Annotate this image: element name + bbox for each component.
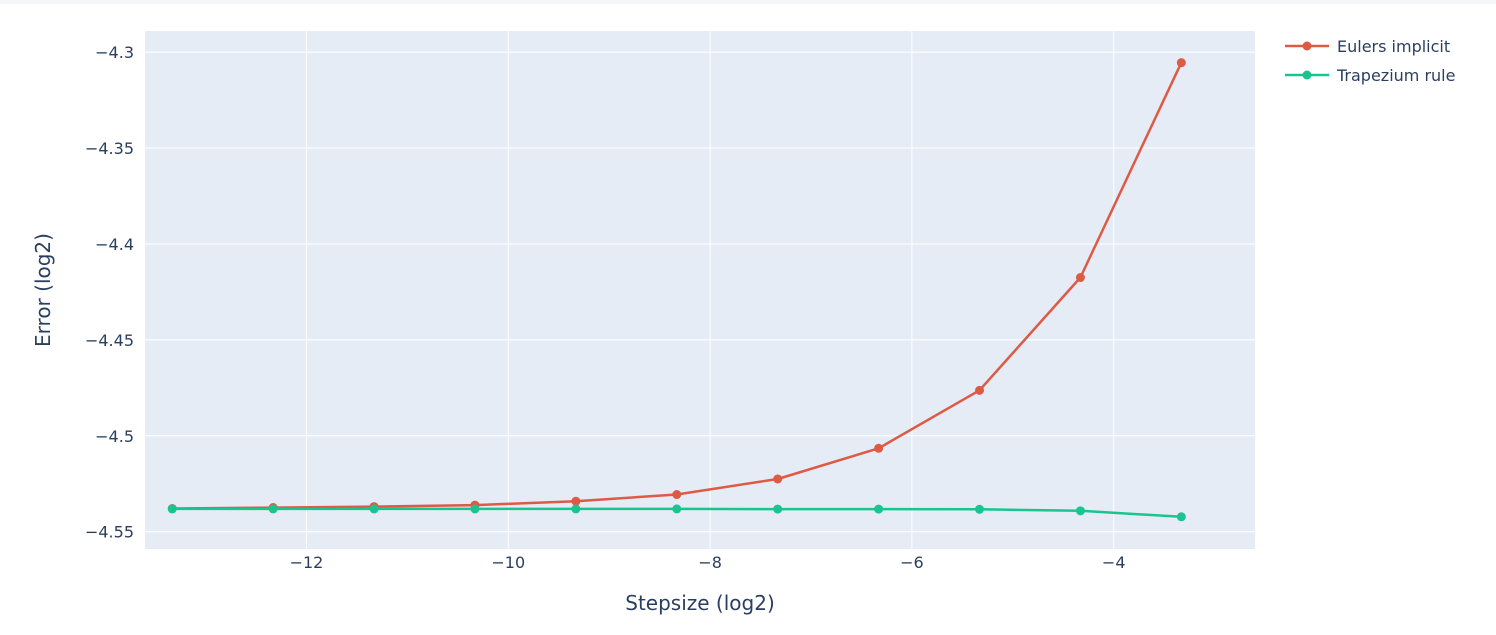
data-point-eulers-implicit xyxy=(874,443,884,453)
legend: Eulers implicit Trapezium rule xyxy=(1285,37,1455,85)
y-tick-labels: −4.3 −4.35 −4.4 −4.45 −4.5 −4.55 xyxy=(85,43,134,542)
data-point-trapezium-rule xyxy=(1176,512,1186,522)
x-axis-title: Stepsize (log2) xyxy=(625,591,775,615)
x-tick-label: −10 xyxy=(491,553,525,572)
data-point-trapezium-rule xyxy=(268,504,278,514)
legend-swatch-marker xyxy=(1302,70,1312,80)
data-point-eulers-implicit xyxy=(672,490,682,500)
legend-item-trapezium-rule[interactable]: Trapezium rule xyxy=(1285,66,1455,85)
series-lines xyxy=(167,58,1186,522)
x-tick-label: −8 xyxy=(698,553,722,572)
data-point-trapezium-rule xyxy=(773,504,783,514)
plot-background xyxy=(145,31,1255,549)
y-tick-label: −4.45 xyxy=(85,331,134,350)
legend-swatch-marker xyxy=(1302,41,1312,51)
grid-lines xyxy=(145,31,1255,549)
data-point-trapezium-rule xyxy=(672,504,682,514)
data-point-trapezium-rule xyxy=(470,504,480,514)
x-tick-label: −6 xyxy=(900,553,924,572)
x-tick-label: −4 xyxy=(1102,553,1126,572)
data-point-trapezium-rule xyxy=(571,504,581,514)
data-point-eulers-implicit xyxy=(1075,273,1085,283)
data-point-eulers-implicit xyxy=(1176,58,1186,68)
data-point-eulers-implicit xyxy=(773,474,783,484)
y-axis-title: Error (log2) xyxy=(31,233,55,347)
y-tick-label: −4.55 xyxy=(85,523,134,542)
data-point-eulers-implicit xyxy=(571,496,581,506)
data-point-trapezium-rule xyxy=(874,504,884,514)
top-border xyxy=(0,0,1496,4)
legend-label: Eulers implicit xyxy=(1337,37,1450,56)
legend-item-eulers-implicit[interactable]: Eulers implicit xyxy=(1285,37,1450,56)
data-point-trapezium-rule xyxy=(369,504,379,514)
data-point-eulers-implicit xyxy=(975,385,985,395)
data-point-trapezium-rule xyxy=(167,504,177,514)
y-tick-label: −4.35 xyxy=(85,139,134,158)
x-tick-label: −12 xyxy=(290,553,324,572)
x-tick-labels: −12 −10 −8 −6 −4 xyxy=(290,553,1126,572)
y-tick-label: −4.5 xyxy=(95,427,134,446)
data-point-trapezium-rule xyxy=(975,504,985,514)
y-tick-label: −4.4 xyxy=(95,235,134,254)
data-point-trapezium-rule xyxy=(1075,506,1085,516)
y-tick-label: −4.3 xyxy=(95,43,134,62)
legend-label: Trapezium rule xyxy=(1336,66,1455,85)
series-trapezium-rule xyxy=(167,504,1186,522)
